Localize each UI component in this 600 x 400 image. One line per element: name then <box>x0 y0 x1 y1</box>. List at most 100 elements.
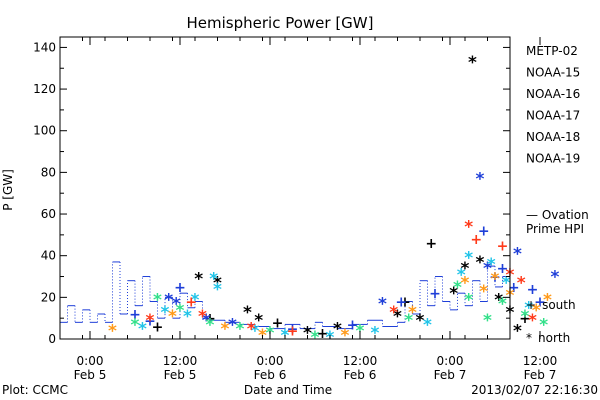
y-tick-label: 140 <box>33 40 56 54</box>
data-point-noaa-17: * <box>311 328 320 348</box>
data-point-noaa-18: * <box>543 290 552 310</box>
data-point-noaa-15: + <box>144 313 156 329</box>
data-point-metp-02: * <box>476 253 485 273</box>
data-point-noaa-17: * <box>539 315 548 335</box>
data-point-noaa-15: * <box>378 295 387 315</box>
y-tick-label: 100 <box>33 124 56 138</box>
data-point-metp-02: * <box>393 307 402 327</box>
marker-legend-south: + south <box>526 298 576 312</box>
data-point-metp-02: + <box>152 320 164 336</box>
data-point-noaa-18: * <box>108 322 117 342</box>
data-point-noaa-19: * <box>528 311 537 331</box>
ovation-legend-line2: Prime HPI <box>526 222 584 236</box>
x-tick-time-label: 0:00 <box>77 354 104 368</box>
data-point-noaa-15: + <box>489 270 501 286</box>
ovation-line-layer <box>60 261 511 330</box>
data-point-noaa-18: * <box>221 320 230 340</box>
data-point-metp-02: * <box>243 303 252 323</box>
data-point-noaa-15: + <box>497 261 509 277</box>
x-tick-day-label: Feb 7 <box>524 368 557 382</box>
data-point-noaa-17: * <box>176 301 185 321</box>
data-point-noaa-18: * <box>479 282 488 302</box>
data-point-noaa-18: * <box>532 301 541 321</box>
data-point-noaa-15: + <box>395 295 407 311</box>
data-point-noaa-16: * <box>423 315 432 335</box>
data-point-noaa-15: + <box>478 224 490 240</box>
data-point-metp-02: + <box>425 236 437 252</box>
data-point-noaa-17: * <box>453 278 462 298</box>
chart-title: Hemispheric Power [GW] <box>187 14 374 32</box>
data-point-metp-02: * <box>416 311 425 331</box>
data-point-noaa-15: * <box>483 259 492 279</box>
data-point-noaa-17: * <box>404 311 413 331</box>
data-point-noaa-15: * <box>476 170 485 190</box>
data-point-metp-02: + <box>272 315 284 331</box>
data-point-noaa-15: * <box>228 315 237 335</box>
legend-entry: METP-02 <box>526 44 578 58</box>
data-point-metp-02: * <box>333 320 342 340</box>
data-point-noaa-19: + <box>185 295 197 311</box>
points-layer: * ** *+ +* + **++*******+*+**+*+ + * + +* ++*+*++*… <box>108 53 560 348</box>
legend-entry: NOAA-18 <box>526 130 580 144</box>
data-point-metp-02: * <box>303 324 312 344</box>
data-point-noaa-16: * <box>464 249 473 269</box>
x-tick-day-label: Feb 5 <box>74 368 107 382</box>
data-point-noaa-16: * <box>191 290 200 310</box>
legend-entry: NOAA-17 <box>526 109 580 123</box>
data-point-noaa-15: + <box>287 322 299 338</box>
data-point-noaa-19: + <box>287 324 299 340</box>
data-point-noaa-16: * <box>138 320 147 340</box>
x-tick-day-label: Feb 6 <box>344 368 377 382</box>
data-point-noaa-19: * <box>146 311 155 331</box>
data-point-noaa-15: * <box>172 295 181 315</box>
data-point-noaa-15: + <box>129 307 141 323</box>
data-point-noaa-19: + <box>470 232 482 248</box>
y-tick-label: 60 <box>41 207 56 221</box>
data-point-noaa-16: * <box>487 255 496 275</box>
data-point-noaa-15: + <box>347 317 359 333</box>
data-point-metp-02: * <box>194 270 203 290</box>
plot-timestamp: 2013/02/07 22:16:30 <box>471 383 598 397</box>
data-point-metp-02: * <box>254 311 263 331</box>
legend: METP-02 NOAA-15 NOAA-16 NOAA-17 NOAA-18 NOAA-… <box>526 44 580 166</box>
data-point-noaa-19: * <box>389 303 398 323</box>
data-point-noaa-19: * <box>247 320 256 340</box>
y-tick-label: 80 <box>41 165 56 179</box>
x-tick-day-label: Feb 5 <box>164 368 197 382</box>
y-tick-label: 40 <box>41 249 56 263</box>
y-axis-ticks: 0 20 40 60 80 100 120 140 <box>33 40 510 346</box>
data-point-noaa-16: * <box>502 274 511 294</box>
data-point-noaa-15: + <box>527 282 539 298</box>
data-point-noaa-15: + <box>534 295 546 311</box>
data-point-noaa-17: * <box>153 290 162 310</box>
data-point-noaa-15: * <box>513 245 522 265</box>
marker-legend-north: * north <box>526 331 570 345</box>
data-point-noaa-18: * <box>168 307 177 327</box>
y-axis-label: P [GW] <box>1 169 15 211</box>
data-point-noaa-17: * <box>498 295 507 315</box>
data-point-metp-02: * <box>513 322 522 342</box>
data-point-noaa-16: * <box>524 299 533 319</box>
data-point-noaa-16: * <box>457 265 466 285</box>
data-point-noaa-17: * <box>206 315 215 335</box>
data-point-noaa-17: * <box>521 307 530 327</box>
data-point-noaa-18: * <box>408 303 417 323</box>
plot-credit: Plot: CCMC <box>2 383 68 397</box>
x-axis-label: Date and Time <box>244 383 332 397</box>
data-point-noaa-19: * <box>464 217 473 237</box>
plot-frame <box>59 36 511 340</box>
legend-entry: NOAA-16 <box>526 87 580 101</box>
y-tick-label: 120 <box>33 82 56 96</box>
data-point-noaa-18: * <box>341 326 350 346</box>
data-point-metp-02: + <box>519 311 531 327</box>
data-point-noaa-19: * <box>517 274 526 294</box>
x-tick-time-label: 12:00 <box>163 354 198 368</box>
data-point-noaa-18: * <box>461 274 470 294</box>
data-point-noaa-16: * <box>183 307 192 327</box>
data-point-noaa-16: * <box>371 324 380 344</box>
data-point-metp-02: * <box>494 290 503 310</box>
data-point-metp-02: * <box>461 259 470 279</box>
x-tick-time-label: 0:00 <box>437 354 464 368</box>
